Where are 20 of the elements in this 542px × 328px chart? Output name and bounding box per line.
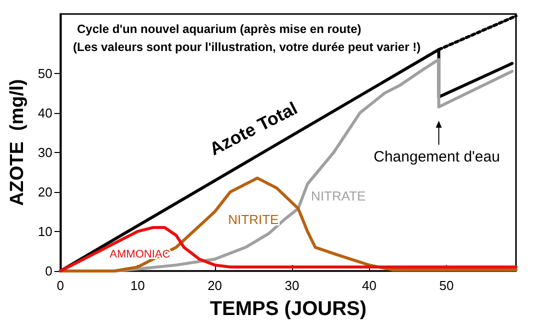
series-label: NITRITE xyxy=(228,212,280,228)
text: (Les valeurs sont pour l'illustration, votre durée peut varier !) xyxy=(73,40,421,54)
y-tick-label: 20 xyxy=(38,184,52,200)
text: Cycle d'un nouvel aquarium (après mise en route) xyxy=(77,22,362,36)
y-tick-label: 40 xyxy=(38,105,52,120)
x-tick-label: 10 xyxy=(130,278,145,293)
x-tick-label: 20 xyxy=(208,278,222,293)
y-tick-label: 10 xyxy=(38,224,52,239)
x-tick-label: 40 xyxy=(362,278,377,293)
text: Azote Total xyxy=(206,98,301,160)
x-tick-label: 30 xyxy=(284,278,300,293)
x-tick-label: 50 xyxy=(439,278,454,293)
annotation: Changement d'eau xyxy=(374,148,500,166)
x-tick-label: 0 xyxy=(56,278,64,293)
y-tick-label: 30 xyxy=(38,144,52,160)
series-label: NITRATE xyxy=(311,188,366,204)
x-axis-title: TEMPS (JOURS) xyxy=(210,298,367,320)
y-tick-label: 0 xyxy=(45,264,52,278)
y-axis-title: AZOTE (mg/l) xyxy=(7,79,28,206)
y-tick-label: 50 xyxy=(38,66,52,81)
